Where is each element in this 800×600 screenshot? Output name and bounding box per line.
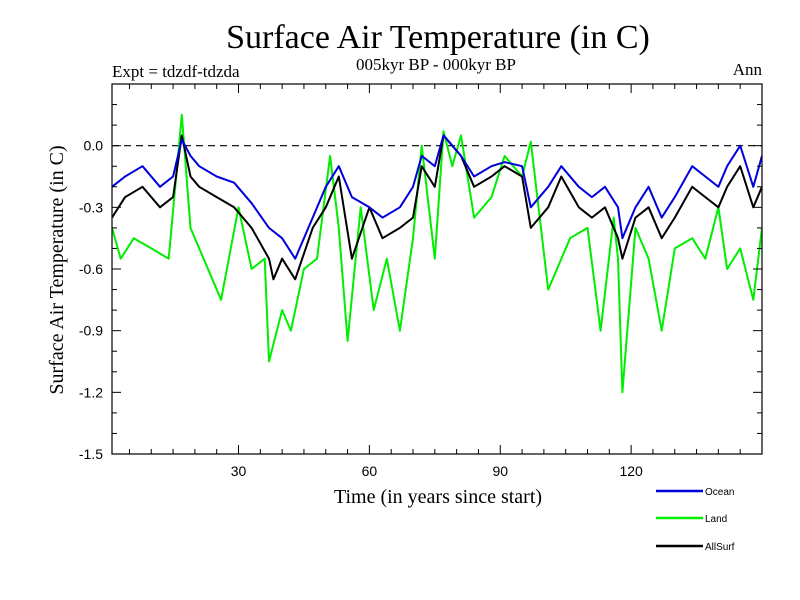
x-tick-label: 30 <box>231 463 247 479</box>
legend-label-land: Land <box>705 514 727 525</box>
chart-subtitle: 005kyr BP - 000kyr BP <box>356 55 516 74</box>
chart-title: Surface Air Temperature (in C) <box>226 19 650 56</box>
y-axis-label: Surface Air Temperature (in C) <box>46 145 68 394</box>
y-tick-label: 0.0 <box>84 138 104 154</box>
x-tick-label: 120 <box>619 463 643 479</box>
y-tick-label: -1.2 <box>79 384 103 400</box>
x-axis-label: Time (in years since start) <box>334 486 542 508</box>
x-tick-label: 90 <box>492 463 508 479</box>
series-line-land <box>112 113 762 394</box>
legend-label-allsurf: AllSurf <box>705 542 735 553</box>
y-tick-label: -0.9 <box>79 323 103 339</box>
experiment-label: Expt = tdzdf-tdzda <box>112 62 240 81</box>
legend-label-ocean: Ocean <box>705 487 734 498</box>
y-tick-label: -1.5 <box>79 446 103 462</box>
y-tick-label: -0.3 <box>79 199 103 215</box>
x-tick-label: 60 <box>362 463 378 479</box>
plot-frame <box>111 83 763 455</box>
season-label: Ann <box>733 60 763 79</box>
y-tick-label: -0.6 <box>79 261 103 277</box>
legend: Ocean Land AllSurf <box>656 487 735 553</box>
series-line-ocean <box>112 134 762 260</box>
